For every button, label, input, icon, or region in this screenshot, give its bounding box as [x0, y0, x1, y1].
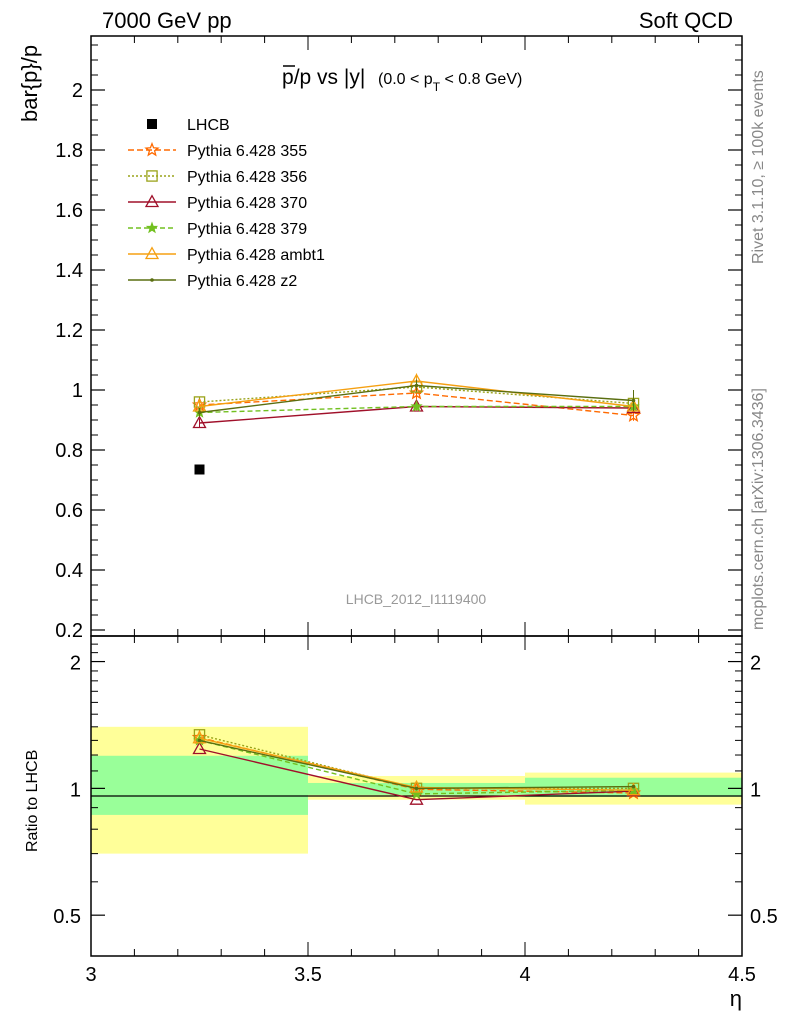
main-y-tick-label: 1 [72, 380, 83, 402]
x-tick-label: 3.5 [294, 964, 322, 986]
legend: LHCB Pythia 6.428 355 Pythia 6.428 356 Pyth… [128, 117, 325, 290]
ratio-point [197, 738, 202, 743]
legend-entry-pythia-6-428-379: Pythia 6.428 379 [128, 221, 307, 238]
side-label-mcplots: mcplots.cern.ch [arXiv:1306.3436] [750, 388, 767, 630]
main-title-prefix: p [282, 66, 294, 89]
legend-entry-pythia-6-428-370: Pythia 6.428 370 [128, 194, 307, 212]
ratio-line [199, 739, 634, 795]
ratio-axis-ticks: 0.5 0.5 1 1 2 2 3 3.5 4 4.5 [53, 636, 778, 986]
x-tick-label: 4.5 [728, 964, 756, 986]
x-axis-label: η [730, 986, 742, 1011]
data-point [197, 410, 202, 415]
main-axis-ticks: 0.2 0.4 0.6 0.8 1 1.2 1.4 1.6 1.8 2 [55, 36, 743, 642]
ratio-line [199, 748, 634, 801]
ratio-y-axis-label: Ratio to LHCB [24, 750, 41, 852]
ratio-series-pythia-6-428-z2 [197, 738, 636, 791]
main-watermark: LHCB_2012_I1119400 [346, 591, 487, 607]
legend-marker [146, 170, 158, 182]
ratio-point [414, 786, 419, 791]
ratio-point [631, 784, 636, 789]
data-point [410, 399, 423, 412]
data-point [414, 383, 419, 388]
x-tick-label: 4 [519, 964, 530, 986]
main-title: p/p vs |y| [282, 66, 365, 89]
legend-label: Pythia 6.428 370 [187, 195, 307, 212]
ratio-point [626, 782, 641, 796]
ratio-point [192, 730, 207, 744]
ratio-point [192, 741, 207, 755]
series-pythia-6-428-z2 [197, 379, 636, 417]
ratio-series-layer [191, 729, 642, 805]
legend-entry-pythia-6-428-355: Pythia 6.428 355 [128, 141, 307, 160]
header-left: 7000 GeV pp [102, 8, 232, 33]
main-y-tick-label: 1.8 [55, 140, 83, 162]
subtitle-pre: (0.0 < p [378, 71, 433, 88]
data-point [625, 407, 642, 423]
main-panel: LHCB_2012_I1119400 0.2 0.4 0.6 0.8 1 1.2 1.4 1.… [17, 35, 743, 642]
ratio-y-tick-label-right: 2 [750, 653, 761, 675]
main-y-tick-label: 0.4 [55, 560, 83, 582]
ratio-y-tick-label: 2 [70, 653, 81, 675]
data-point [192, 415, 207, 429]
lhcb-data-point [194, 464, 205, 475]
ratio-plot-frame [90, 635, 743, 957]
ratio-y-tick-label: 0.5 [53, 906, 81, 928]
ratio-y-tick-label: 1 [70, 779, 81, 801]
main-subtitle: (0.0 < pT < 0.8 GeV) [378, 71, 522, 94]
legend-entry-pythia-6-428-356: Pythia 6.428 356 [128, 169, 307, 186]
main-y-tick-label: 0.2 [55, 620, 83, 642]
legend-marker [150, 278, 154, 282]
legend-marker [144, 141, 160, 157]
main-y-tick-label: 1.6 [55, 200, 83, 222]
subtitle-post: < 0.8 GeV) [440, 71, 522, 88]
main-y-tick-label: 0.8 [55, 440, 83, 462]
x-tick-label: 3 [85, 964, 96, 986]
main-y-tick-label: 2 [72, 80, 83, 102]
ratio-point [409, 779, 424, 793]
ratio-line [199, 734, 634, 790]
legend-marker [144, 194, 160, 208]
data-point [626, 400, 641, 414]
side-label-rivet: Rivet 3.1.10, ≥ 100k events [750, 70, 767, 264]
header-right: Soft QCD [639, 8, 733, 33]
legend-label: Pythia 6.428 355 [187, 143, 307, 160]
legend-label: Pythia 6.428 356 [187, 169, 307, 186]
legend-marker [144, 246, 160, 260]
main-y-tick-label: 0.6 [55, 500, 83, 522]
main-y-axis-label: bar{p}/p [17, 45, 42, 122]
legend-marker [147, 119, 157, 129]
legend-entry-lhcb: LHCB [147, 117, 230, 134]
legend-entry-pythia-6-428-ambt1: Pythia 6.428 ambt1 [128, 246, 325, 264]
main-series-layer [191, 373, 642, 475]
ratio-y-tick-label-right: 0.5 [750, 906, 778, 928]
legend-label: Pythia 6.428 z2 [187, 273, 297, 290]
subtitle-sub: T [433, 80, 441, 94]
main-y-tick-label: 1.4 [55, 260, 83, 282]
main-title-rest: /p vs |y| [294, 66, 366, 89]
legend-label: LHCB [187, 117, 230, 134]
ratio-point [409, 792, 424, 805]
main-y-tick-label: 1.2 [55, 320, 83, 342]
legend-marker [145, 221, 159, 234]
legend-label: Pythia 6.428 ambt1 [187, 247, 325, 264]
data-point [631, 398, 636, 403]
ratio-panel: 0.5 0.5 1 1 2 2 3 3.5 4 4.5 Ratio to LHCB η [24, 635, 778, 1011]
uncertainty-band-inner [91, 755, 308, 815]
ratio-y-tick-label-right: 1 [750, 779, 761, 801]
legend-entry-pythia-6-428-z2: Pythia 6.428 z2 [128, 273, 297, 290]
legend-label: Pythia 6.428 379 [187, 221, 307, 238]
